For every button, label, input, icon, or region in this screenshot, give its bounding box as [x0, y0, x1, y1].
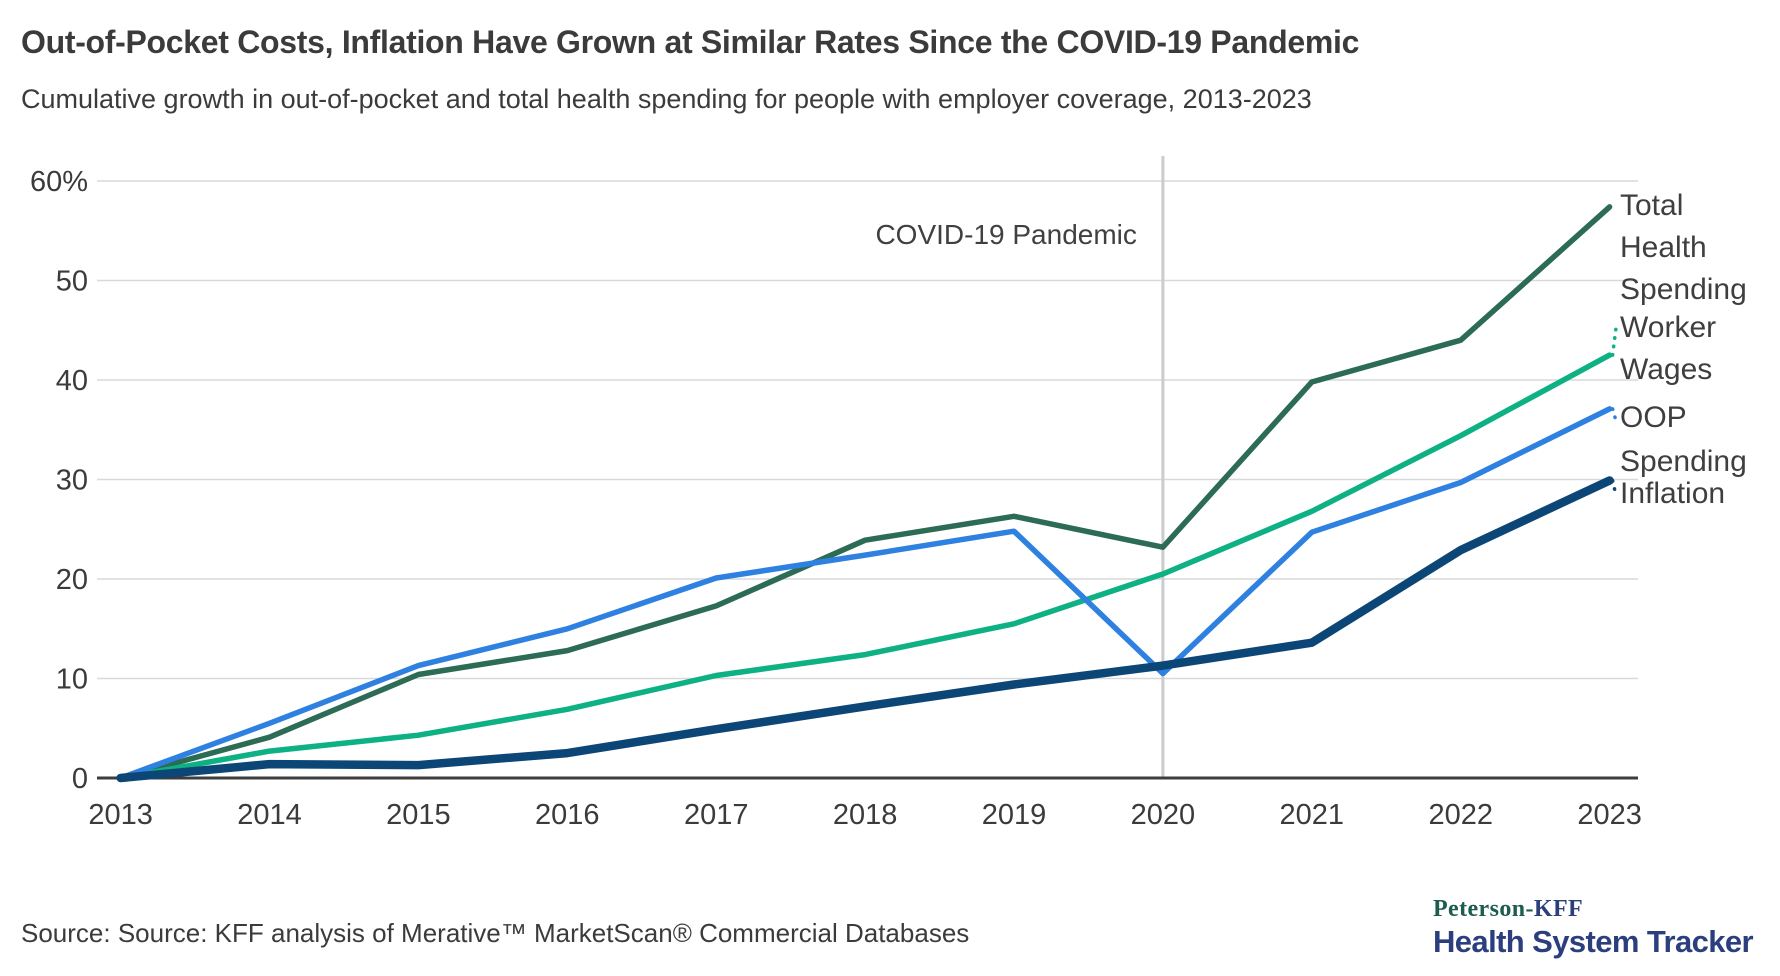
logo-kff: KFF	[1533, 896, 1584, 922]
x-tick-label-2023: 2023	[1577, 799, 1642, 831]
label-connector-oop-spending	[1610, 407, 1618, 423]
x-tick-label-2020: 2020	[1131, 799, 1196, 831]
covid-annotation-label: COVID-19 Pandemic	[875, 219, 1136, 250]
x-tick-label-2021: 2021	[1280, 799, 1345, 831]
x-tick-label-2022: 2022	[1428, 799, 1493, 831]
y-tick-label-40: 40	[56, 365, 88, 397]
x-tick-label-2013: 2013	[88, 799, 153, 831]
label-connector-worker-wages	[1610, 326, 1618, 357]
series-label-inflation-0: Inflation	[1620, 477, 1725, 510]
x-tick-label-2019: 2019	[982, 799, 1047, 831]
chart-title: Out-of-Pocket Costs, Inflation Have Grow…	[21, 24, 1360, 60]
y-tick-label-10: 10	[56, 664, 88, 696]
logo-brand-line: Peterson-KFF	[1433, 897, 1753, 921]
series-label-total-health-spending-0: Total	[1620, 189, 1683, 222]
series-label-oop-spending-1: Spending	[1620, 445, 1747, 478]
source-note: Source: Source: KFF analysis of Merative…	[21, 918, 970, 948]
y-tick-label-50: 50	[56, 266, 88, 298]
x-tick-label-2015: 2015	[386, 799, 451, 831]
x-tick-label-2017: 2017	[684, 799, 749, 831]
logo-tracker-line: Health System Tracker	[1433, 924, 1754, 959]
x-tick-label-2016: 2016	[535, 799, 600, 831]
series-label-worker-wages-0: Worker	[1620, 311, 1716, 344]
logo-peterson: Peterson-	[1433, 896, 1534, 922]
y-tick-label-30: 30	[56, 465, 88, 497]
y-tick-label-20: 20	[56, 564, 88, 596]
series-line-oop-spending	[117, 406, 1613, 781]
series-label-total-health-spending-1: Health	[1620, 231, 1707, 264]
chart-subtitle: Cumulative growth in out-of-pocket and t…	[21, 84, 1312, 114]
series-label-oop-spending-0: OOP	[1620, 401, 1687, 434]
series-line-total-health-spending	[117, 204, 1613, 781]
x-tick-label-2014: 2014	[237, 799, 302, 831]
series-label-worker-wages-1: Wages	[1620, 353, 1712, 386]
series-line-worker-wages	[117, 352, 1613, 781]
series-label-total-health-spending-2: Spending	[1620, 273, 1747, 306]
peterson-kff-logo: Peterson-KFF Health System Tracker	[1433, 897, 1754, 959]
x-tick-label-2018: 2018	[833, 799, 898, 831]
y-tick-label-0: 0	[72, 763, 88, 795]
series-line-inflation	[116, 476, 1614, 783]
y-tick-label-60: 60%	[30, 166, 88, 198]
label-connector-inflation	[1610, 478, 1618, 498]
